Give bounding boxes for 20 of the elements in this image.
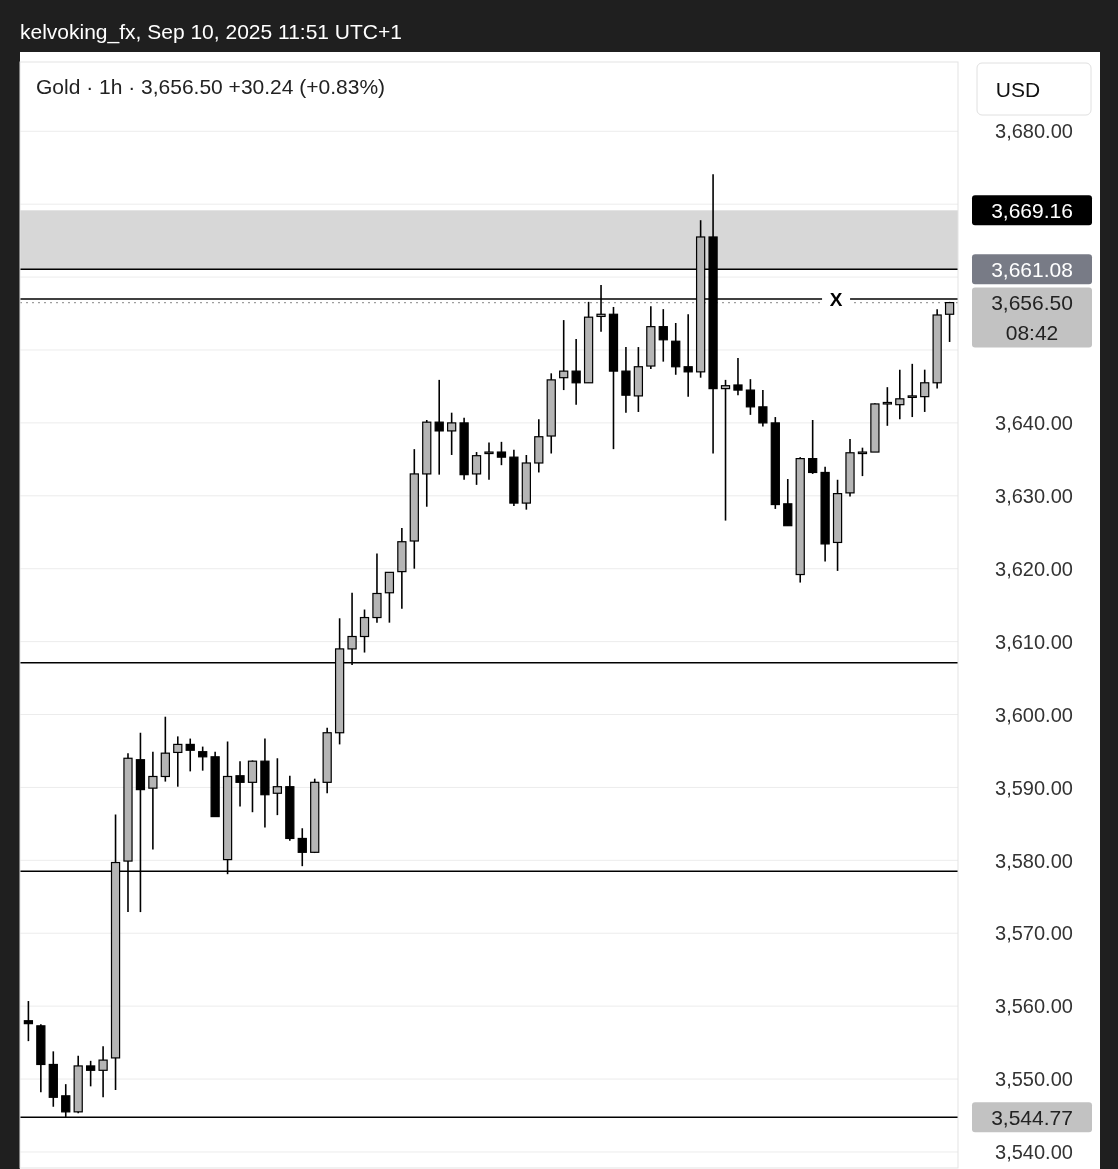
ref-line-label: 3,656.50 08:42 [991, 291, 1073, 345]
y-tick-label: 3,640.00 [995, 412, 1073, 435]
text: Gold · 1h · 3,656.50 +30.24 (+0.83%) [36, 74, 386, 98]
ref-line-label: 3,544.77 [991, 1105, 1073, 1129]
y-tick-label: 3,600.00 [995, 703, 1073, 726]
y-tick-label: 3,560.00 [995, 995, 1073, 1018]
y-tick-label: 3,680.00 [995, 120, 1073, 143]
ref-line-label: 3,661.08 [991, 257, 1073, 281]
chart-subtitle: kelvoking_fx, Sep 10, 2025 11:51 UTC+1 [20, 19, 402, 44]
y-tick-label: 3,610.00 [995, 630, 1073, 653]
y-tick-label: 3,630.00 [995, 485, 1073, 507]
y-axis-title: USD [995, 77, 1041, 101]
y-tick-label: 3,540.00 [995, 1141, 1073, 1164]
y-tick-label: 3,620.00 [995, 557, 1073, 580]
annotation: X [829, 288, 843, 310]
y-tick-label: 3,590.00 [995, 776, 1073, 799]
y-tick-label: 3,570.00 [995, 922, 1073, 945]
band-label: 3,669.16 [991, 198, 1073, 222]
y-tick-label: 3,580.00 [995, 849, 1073, 872]
y-tick-label: 3,550.00 [995, 1068, 1073, 1091]
